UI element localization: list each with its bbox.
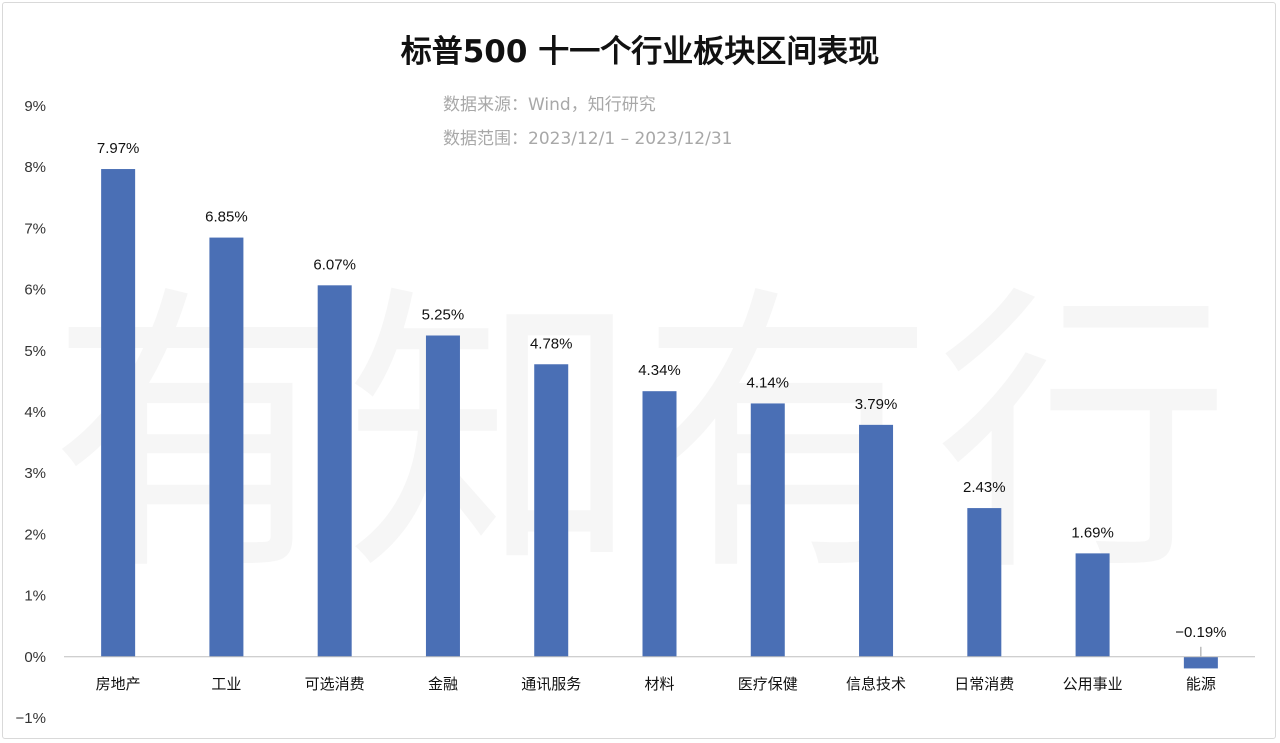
x-tick-label: 日常消费 — [954, 675, 1014, 693]
x-tick-label: 房地产 — [96, 675, 141, 693]
data-label: −0.19% — [1175, 624, 1226, 641]
data-label: 1.69% — [1071, 524, 1114, 541]
bar — [317, 285, 352, 657]
x-tick-label: 金融 — [428, 675, 458, 693]
data-label: 6.07% — [313, 256, 356, 273]
data-label: 3.79% — [855, 396, 898, 413]
y-tick-label: 4% — [24, 404, 46, 421]
x-tick-label: 信息技术 — [846, 675, 906, 693]
data-label: 5.25% — [422, 307, 465, 324]
x-tick-label: 通讯服务 — [521, 675, 581, 693]
chart-subtitle-range: 数据范围：2023/12/1 – 2023/12/31 — [443, 129, 732, 149]
y-tick-label: 6% — [24, 282, 46, 299]
bar — [967, 508, 1002, 657]
x-axis: 房地产 工业 可选消费 金融 通讯服务 材料 医疗保健 信息技术 日常消费 公用事业 能源 — [96, 675, 1216, 693]
bar — [859, 424, 894, 657]
bar — [750, 403, 785, 657]
data-labels: 7.97% 6.85% 6.07% 5.25% 4.78% 4.34% 4.14% 3.79%… — [97, 140, 1227, 657]
bar — [209, 237, 244, 657]
data-label: 2.43% — [963, 479, 1006, 496]
y-tick-label: −1% — [16, 710, 46, 727]
chart-subtitle-source: 数据来源：Wind，知行研究 — [443, 95, 656, 115]
data-label: 4.78% — [530, 335, 573, 352]
x-tick-label: 材料 — [644, 675, 674, 693]
y-tick-label: 7% — [24, 220, 46, 237]
x-tick-label: 能源 — [1186, 675, 1216, 693]
y-tick-label: 5% — [24, 343, 46, 360]
bar — [1183, 656, 1218, 669]
y-tick-label: 3% — [24, 465, 46, 482]
x-tick-label: 可选消费 — [305, 675, 365, 693]
y-tick-label: 0% — [24, 649, 46, 666]
chart-title: 标普500 十一个行业板块区间表现 — [401, 34, 880, 70]
y-tick-label: 8% — [24, 159, 46, 176]
x-tick-label: 工业 — [211, 675, 241, 693]
y-axis: 9% 8% 7% 6% 5% 4% 3% 2% 1% 0% −1% — [16, 98, 46, 727]
y-tick-label: 9% — [24, 98, 46, 115]
x-tick-label: 公用事业 — [1063, 675, 1123, 693]
bar — [534, 364, 569, 657]
y-tick-label: 1% — [24, 588, 46, 605]
y-tick-label: 2% — [24, 526, 46, 543]
data-label: 4.14% — [746, 374, 789, 391]
bars — [101, 169, 1218, 669]
data-label: 6.85% — [205, 209, 248, 226]
data-label: 7.97% — [97, 140, 140, 157]
bar — [642, 391, 677, 657]
bar — [101, 169, 136, 657]
data-label: 4.34% — [638, 362, 681, 379]
bar — [1075, 553, 1110, 657]
x-tick-label: 医疗保健 — [738, 675, 798, 693]
bar — [425, 335, 460, 657]
